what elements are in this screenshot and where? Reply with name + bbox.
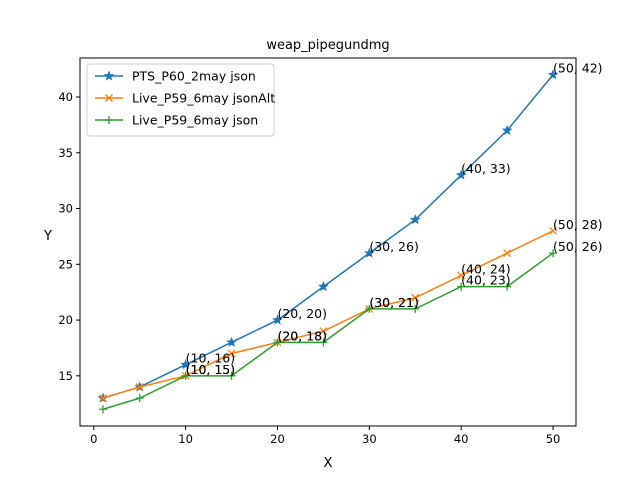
data-point [455,169,467,180]
data-point [318,280,329,292]
data-point [226,336,237,347]
data-label: (10, 16) [186,351,236,366]
data-point [409,214,421,225]
data-point [457,271,466,280]
data-label: (40, 33) [461,161,511,176]
x-tick-label: 40 [454,432,469,446]
data-label: (20, 18) [277,328,327,343]
data-point [227,371,236,380]
data-point [135,383,144,391]
legend-label: Live_P59_6may jsonAlt [132,91,275,106]
data-point [503,282,512,291]
data-point [273,338,282,347]
data-point [501,124,513,136]
x-tick-label: 20 [270,432,285,446]
data-point [363,247,375,258]
y-tick-label: 35 [58,146,73,160]
chart-title: weap_pipegundmg [266,38,389,53]
data-point [457,282,466,291]
data-point [135,394,144,403]
data-label: (10, 15) [186,362,236,377]
x-axis-label: X [324,456,333,471]
data-point [365,304,374,313]
data-point [180,359,191,370]
data-point [181,371,190,380]
data-point [549,249,558,258]
data-point [272,314,283,325]
legend-marker [105,94,113,102]
data-label: (30, 26) [369,239,419,254]
plot-area: 0 10 20 30 40 50 15 20 25 30 35 40 (10, 16)(10, 15) (… [58,61,602,446]
x-tick-label: 0 [90,432,97,446]
data-label: (20, 20) [277,306,327,321]
data-label: (40, 24) [461,261,511,276]
x-tick-label: 30 [362,432,377,446]
data-point [547,69,559,80]
legend-label: PTS_P60_2may json [132,69,256,84]
y-tick-label: 20 [58,313,73,327]
data-label: (50, 26) [553,239,603,254]
x-tick-label: 10 [178,432,193,446]
y-tick-label: 30 [58,202,73,216]
legend-marker [103,70,115,81]
data-point [411,293,420,302]
y-tick-label: 25 [58,257,73,271]
data-point [411,304,420,313]
axes-frame [79,57,577,427]
y-axis-label: Y [43,229,52,244]
data-label: (50, 28) [553,217,603,232]
data-label: (40, 23) [461,273,511,288]
y-tick-label: 40 [58,90,73,104]
data-label: (30, 21) [369,295,419,310]
legend-label: Live_P59_6may json [132,113,258,128]
y-tick-label: 15 [58,369,73,383]
data-point [227,349,236,358]
data-label: (50, 42) [553,61,603,76]
data-point [99,394,107,403]
data-point [98,405,107,414]
data-point [549,226,557,235]
data-label: (30, 21) [369,295,419,310]
legend-box [86,63,275,137]
data-point [319,338,328,347]
data-label: (20, 18) [277,328,327,343]
data-point [319,327,328,336]
data-label: (10, 15) [186,362,236,377]
legend: PTS_P60_2may json Live_P59_6may jsonAlt Li… [86,63,275,137]
legend-marker [105,116,113,124]
data-point [503,249,512,258]
x-tick-label: 50 [546,432,561,446]
